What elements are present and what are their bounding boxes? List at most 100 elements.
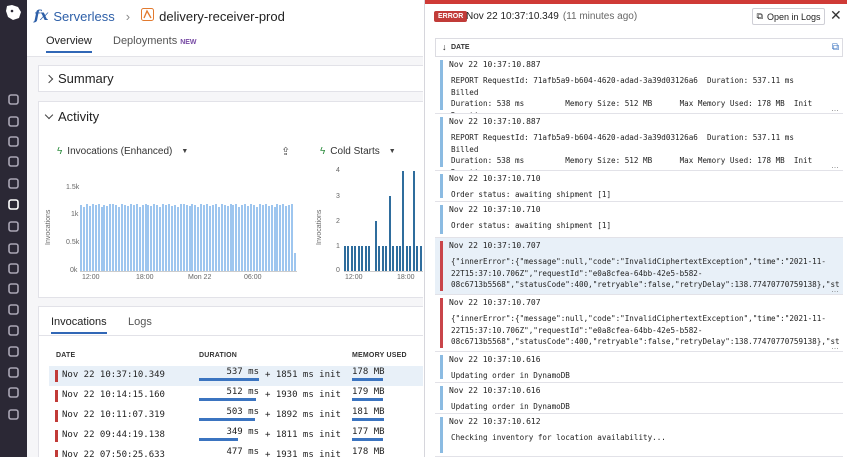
- log-entry[interactable]: Nov 22 10:37:10.887 REPORT RequestId: 71a…: [435, 114, 843, 171]
- open-in-logs-button[interactable]: ⧉ Open in Logs: [752, 8, 825, 25]
- chevron-down-icon[interactable]: [44, 110, 54, 120]
- invocation-bar: [88, 206, 91, 271]
- row-init: + 1931 ms init: [265, 450, 341, 457]
- invocation-bar: [235, 204, 238, 271]
- row-memory-value: 177: [352, 427, 369, 437]
- logs-icon[interactable]: [5, 282, 22, 295]
- log-entry[interactable]: Nov 22 10:37:10.707 {"innerError":{"messa…: [435, 238, 843, 295]
- cold-start-bar: [378, 246, 381, 271]
- table-row[interactable]: Nov 22 09:44:19.138 349 ms + 1811 ms init 1…: [49, 426, 423, 446]
- log-entry[interactable]: Nov 22 10:37:10.887 REPORT RequestId: 71a…: [435, 57, 843, 114]
- settings-icon[interactable]: [5, 408, 22, 421]
- new-badge: NEW: [180, 39, 197, 46]
- invocation-bar: [264, 204, 267, 271]
- log-entry[interactable]: Nov 22 10:37:10.710 Order status: awaitin…: [435, 202, 843, 238]
- log-line: 22T15:37:10.706Z","requestId":"e0a8cfea-…: [451, 268, 703, 278]
- cold-start-bar: [402, 171, 405, 271]
- open-external-icon[interactable]: ⧉: [831, 42, 839, 53]
- tab-logs[interactable]: Logs: [128, 316, 152, 328]
- row-memory-unit: MB: [373, 367, 385, 377]
- dashboards-icon[interactable]: [5, 135, 22, 148]
- table-row[interactable]: Nov 22 10:11:07.319 503 ms + 1892 ms init 1…: [49, 406, 423, 426]
- row-memory-value: 178: [352, 447, 369, 457]
- cold-starts-chart-title[interactable]: ϟ Cold Starts ▼: [320, 146, 396, 157]
- row-duration-unit: ms: [248, 367, 259, 377]
- tab-overview[interactable]: Overview: [46, 35, 92, 53]
- row-duration: 349 ms: [205, 427, 259, 437]
- monitors-icon[interactable]: [5, 177, 22, 190]
- shield-icon[interactable]: [5, 386, 22, 399]
- invocation-bar: [203, 205, 206, 271]
- duration-bar: [199, 418, 256, 421]
- invocation-bar: [223, 205, 226, 271]
- log-entry[interactable]: Nov 22 10:37:10.616 Updating order in Dyn…: [435, 383, 843, 414]
- integrations-icon[interactable]: [5, 198, 22, 211]
- security-icon[interactable]: [5, 242, 22, 255]
- export-icon[interactable]: ⇪: [281, 146, 291, 158]
- inv-xtick-1: 18:00: [136, 274, 154, 281]
- log-status-bar: [440, 298, 443, 348]
- log-status-bar: [440, 417, 443, 453]
- rum-icon[interactable]: [5, 324, 22, 337]
- duration-bar: [199, 378, 259, 381]
- col-memory[interactable]: MEMORY USED: [352, 352, 407, 359]
- function-name: delivery-receiver-prod: [159, 8, 285, 24]
- col-duration[interactable]: DURATION: [199, 352, 238, 359]
- tab-invocations[interactable]: Invocations: [51, 316, 107, 334]
- table-row[interactable]: Nov 22 10:37:10.349 537 ms + 1851 ms init 1…: [49, 366, 423, 386]
- error-marker: [55, 390, 58, 402]
- cold-start-bar: [374, 221, 377, 271]
- datadog-logo-icon[interactable]: [3, 3, 24, 22]
- summary-section[interactable]: Summary: [38, 65, 423, 92]
- memory-bar: [352, 378, 384, 381]
- row-memory: 178 MB: [352, 367, 385, 377]
- row-duration: 477 ms: [205, 447, 259, 457]
- sort-arrow-icon[interactable]: ↓: [442, 42, 447, 52]
- log-col-date[interactable]: DATE: [451, 44, 470, 51]
- ci-icon[interactable]: [5, 366, 22, 379]
- close-icon[interactable]: ✕: [830, 7, 842, 23]
- log-line: REPORT RequestId: 71afb5a9-b604-4620-ada…: [451, 133, 817, 154]
- binoculars-icon[interactable]: [5, 115, 22, 128]
- more-icon[interactable]: …: [831, 104, 839, 113]
- invocation-bar: [247, 206, 250, 271]
- log-entry[interactable]: Nov 22 10:37:10.612 Checking inventory fo…: [435, 414, 843, 457]
- bolt-icon: ϟ: [320, 146, 326, 157]
- invocation-bar: [279, 205, 282, 271]
- invocation-bar: [288, 204, 291, 271]
- table-row[interactable]: Nov 22 07:50:25.633 477 ms + 1931 ms init 1…: [49, 446, 423, 457]
- observability-icon[interactable]: [5, 262, 22, 275]
- row-duration-unit: ms: [248, 407, 259, 417]
- row-init: + 1930 ms init: [265, 390, 341, 400]
- cold-start-bar: [388, 196, 391, 271]
- col-date[interactable]: DATE: [56, 352, 76, 359]
- infrastructure-icon[interactable]: [5, 155, 22, 168]
- search-icon[interactable]: [5, 93, 22, 106]
- more-icon[interactable]: …: [831, 285, 839, 294]
- invocation-bar: [176, 206, 179, 271]
- invocation-bar: [241, 205, 244, 271]
- invocation-bar: [267, 206, 270, 271]
- table-row[interactable]: Nov 22 10:14:15.160 512 ms + 1930 ms init 1…: [49, 386, 423, 406]
- row-date: Nov 22 10:14:15.160: [62, 390, 165, 400]
- fx-icon: fx: [34, 8, 49, 24]
- invocation-bar: [185, 205, 188, 271]
- invocation-bar: [132, 205, 135, 271]
- invocation-bar: [217, 206, 220, 271]
- more-icon[interactable]: …: [831, 342, 839, 351]
- invocation-bar: [220, 204, 223, 271]
- tab-deployments[interactable]: Deployments NEW: [113, 35, 197, 47]
- log-entry[interactable]: Nov 22 10:37:10.710 Order status: awaitin…: [435, 171, 843, 202]
- log-entry[interactable]: Nov 22 10:37:10.707 {"innerError":{"messa…: [435, 295, 843, 352]
- synthetics-icon[interactable]: [5, 345, 22, 358]
- breadcrumb-serverless[interactable]: Serverless: [53, 8, 115, 24]
- memory-bar: [352, 418, 384, 421]
- cold-starts-bars: [344, 171, 423, 271]
- more-icon[interactable]: …: [831, 161, 839, 170]
- duration-bar: [199, 398, 257, 401]
- invocations-chart-title[interactable]: ϟ Invocations (Enhanced) ▼: [57, 146, 188, 157]
- network-icon[interactable]: [5, 303, 22, 316]
- apm-icon[interactable]: [5, 220, 22, 233]
- log-entry[interactable]: Nov 22 10:37:10.616 Updating order in Dyn…: [435, 352, 843, 383]
- invocation-bar: [253, 204, 255, 271]
